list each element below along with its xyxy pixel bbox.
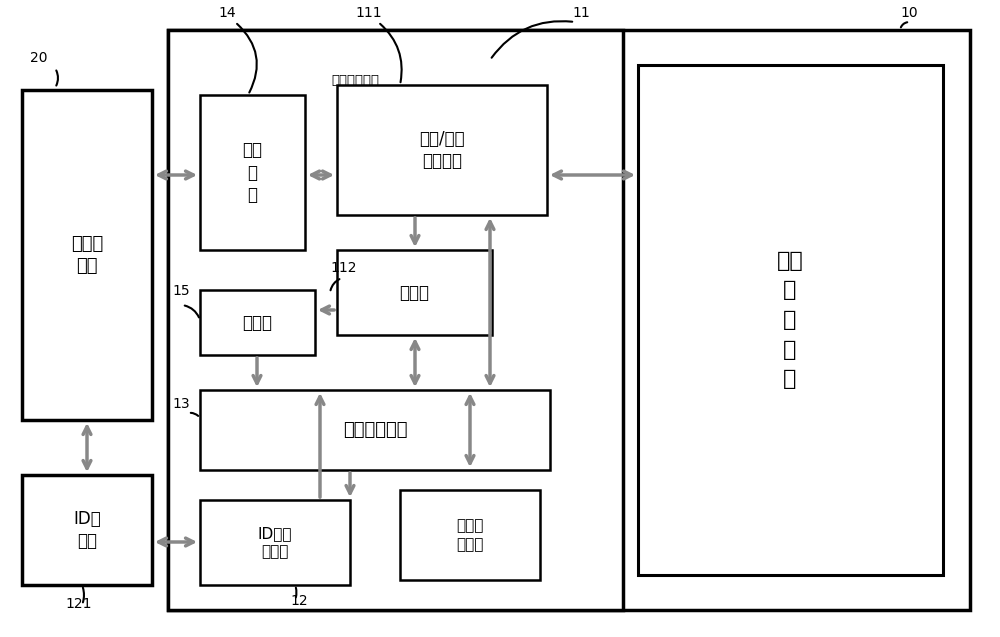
Bar [200,500,350,585]
Text: 13: 13 [172,397,190,411]
Bar [168,30,970,610]
Text: 12: 12 [290,594,308,608]
Text: 电池
接
口: 电池 接 口 [243,141,263,204]
Text: ID卡
插槽: ID卡 插槽 [73,510,101,550]
Text: 电池
能
量
模
块: 电池 能 量 模 块 [777,251,803,389]
Bar [168,30,623,610]
Bar [337,85,547,215]
Text: 电量计量模块: 电量计量模块 [331,74,379,87]
Text: 14: 14 [218,6,236,20]
Text: 中央控制模块: 中央控制模块 [343,421,407,439]
Text: 电池用
电器: 电池用 电器 [71,235,103,275]
Bar [337,250,492,335]
Bar [200,390,550,470]
Bar [200,95,305,250]
Bar [200,290,315,355]
Text: 输入/输出
侦测单元: 输入/输出 侦测单元 [419,130,465,170]
Text: 计时器: 计时器 [243,313,273,331]
Text: 电量计: 电量计 [400,283,430,301]
Text: 10: 10 [900,6,918,20]
Bar [638,65,943,575]
Text: 111: 111 [355,6,382,20]
Bar [400,490,540,580]
Bar [22,475,152,585]
Text: 121: 121 [65,597,92,611]
Text: 20: 20 [30,51,48,65]
Text: 电池状
态存储: 电池状 态存储 [456,519,484,552]
Bar [325,60,560,345]
Text: 112: 112 [330,261,357,275]
Bar [22,90,152,420]
Text: ID卡读
写模块: ID卡读 写模块 [258,526,292,559]
Text: 15: 15 [172,284,190,298]
Text: 11: 11 [572,6,590,20]
